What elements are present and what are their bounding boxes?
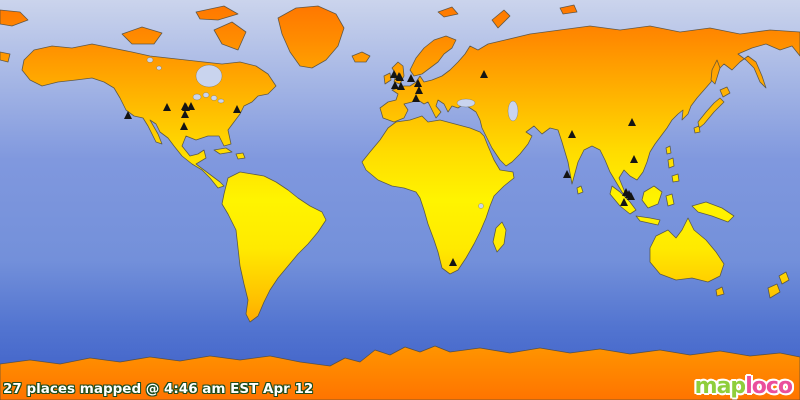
island-sri-lanka xyxy=(576,185,584,195)
location-marker xyxy=(620,198,628,206)
island-novaya-zemlya xyxy=(491,9,511,29)
location-marker xyxy=(630,155,638,163)
island-tasmania xyxy=(715,286,725,297)
great-lake xyxy=(217,98,225,104)
location-marker xyxy=(124,111,132,119)
island-java xyxy=(635,215,661,226)
location-marker xyxy=(182,103,190,111)
caspian-sea xyxy=(507,100,519,122)
island-borneo xyxy=(641,185,663,209)
region-siberia-wrap xyxy=(0,51,11,63)
location-marker xyxy=(163,103,171,111)
location-marker xyxy=(187,102,195,110)
island-iceland xyxy=(351,51,371,63)
region-chukotka-wrap xyxy=(0,9,29,27)
island-taiwan xyxy=(665,145,672,155)
island-new-guinea xyxy=(691,201,735,223)
black-sea xyxy=(456,98,476,108)
continent-north-america xyxy=(21,43,277,189)
great-bear-lake xyxy=(146,57,154,63)
continent-south-america xyxy=(221,171,327,323)
island-sakhalin xyxy=(710,59,721,85)
island-ireland xyxy=(383,72,392,85)
visitor-markers xyxy=(124,70,638,266)
inland-water xyxy=(146,57,519,209)
island-severnaya-zemlya xyxy=(559,4,578,15)
status-text: 27 places mapped @ 4:46 am EST Apr 12 xyxy=(3,381,314,397)
location-marker xyxy=(414,79,422,87)
location-marker xyxy=(627,192,635,200)
island-greenland xyxy=(277,5,345,69)
island-svalbard xyxy=(437,6,459,18)
location-marker xyxy=(412,94,420,102)
great-lake xyxy=(202,92,210,98)
islands-canadian-arctic-2 xyxy=(213,21,247,51)
location-marker xyxy=(181,110,189,118)
continent-antarctica xyxy=(0,345,800,400)
lake-victoria xyxy=(478,203,484,209)
location-marker xyxy=(391,81,399,89)
island-cuba xyxy=(213,147,233,155)
islands-canadian-arctic-1 xyxy=(121,26,163,45)
island-hokkaido xyxy=(719,86,731,98)
location-marker xyxy=(415,86,423,94)
island-honshu xyxy=(697,97,725,129)
great-slave-lake xyxy=(156,65,162,71)
location-marker xyxy=(407,74,415,82)
location-marker xyxy=(568,130,576,138)
hudson-bay xyxy=(195,64,223,88)
location-marker xyxy=(449,258,457,266)
island-mindanao xyxy=(671,173,680,183)
island-luzon xyxy=(667,157,675,169)
continents xyxy=(0,4,800,400)
logo-loco-text: loco xyxy=(745,374,793,399)
location-marker xyxy=(480,70,488,78)
island-sulawesi xyxy=(665,193,675,207)
islands-canadian-arctic-3 xyxy=(195,5,239,21)
location-marker xyxy=(233,105,241,113)
great-lake xyxy=(192,93,202,101)
location-marker xyxy=(628,118,636,126)
location-marker xyxy=(390,70,398,78)
location-marker xyxy=(180,122,188,130)
island-hispaniola xyxy=(235,152,246,160)
location-marker xyxy=(563,170,571,178)
great-lake xyxy=(210,95,218,101)
location-marker xyxy=(396,73,404,81)
island-new-zealand-north xyxy=(778,271,790,285)
location-marker xyxy=(397,82,405,90)
island-new-zealand-south xyxy=(767,283,781,299)
region-scandinavia xyxy=(409,35,457,77)
maploco-logo[interactable]: maploco xyxy=(694,374,793,399)
logo-map-text: map xyxy=(694,374,747,399)
island-kyushu xyxy=(693,125,701,134)
continent-australia xyxy=(649,217,725,283)
continent-eurasia xyxy=(379,25,800,201)
island-madagascar xyxy=(492,221,507,253)
continent-africa xyxy=(361,115,515,275)
